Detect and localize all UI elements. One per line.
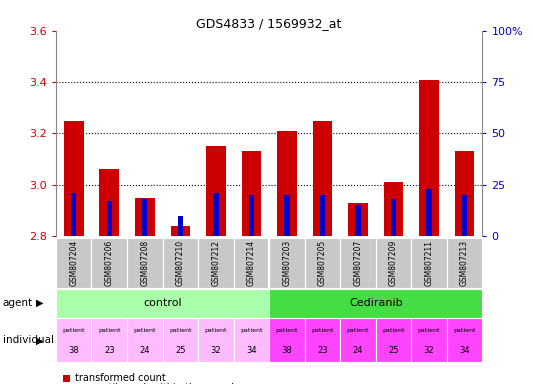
Text: GSM807211: GSM807211 [425, 240, 433, 286]
Text: patient: patient [240, 328, 263, 333]
Text: GSM807206: GSM807206 [105, 240, 114, 286]
Bar [56, 289, 269, 318]
Bar [213, 193, 219, 236]
Text: 34: 34 [459, 346, 470, 355]
Bar [56, 238, 92, 288]
Bar [269, 238, 305, 288]
Bar [64, 121, 84, 236]
Text: patient: patient [311, 328, 334, 333]
Text: patient: patient [418, 328, 440, 333]
Bar [462, 195, 467, 236]
Text: patient: patient [98, 328, 120, 333]
Text: 38: 38 [68, 346, 79, 355]
Bar [127, 238, 163, 288]
Bar [411, 318, 447, 362]
Text: 24: 24 [353, 346, 364, 355]
Bar [56, 318, 92, 362]
Bar [455, 151, 474, 236]
Text: GSM807207: GSM807207 [353, 240, 362, 286]
Bar [419, 79, 439, 236]
Bar [447, 238, 482, 288]
Bar [171, 226, 190, 236]
Bar [249, 195, 254, 236]
Text: patient: patient [62, 328, 85, 333]
Bar [340, 238, 376, 288]
Text: agent: agent [3, 298, 33, 308]
Text: patient: patient [169, 328, 191, 333]
Bar [135, 198, 155, 236]
Text: patient: patient [205, 328, 227, 333]
Text: GSM807210: GSM807210 [176, 240, 185, 286]
Text: GSM807203: GSM807203 [282, 240, 292, 286]
Bar [100, 169, 119, 236]
Text: 23: 23 [317, 346, 328, 355]
Text: GSM807208: GSM807208 [140, 240, 149, 286]
Bar [320, 195, 325, 236]
Bar [233, 318, 269, 362]
Text: GSM807205: GSM807205 [318, 240, 327, 286]
Text: 38: 38 [281, 346, 292, 355]
Bar [71, 193, 76, 236]
Text: control: control [143, 298, 182, 308]
Bar [305, 238, 340, 288]
Text: 25: 25 [388, 346, 399, 355]
Title: GDS4833 / 1569932_at: GDS4833 / 1569932_at [197, 17, 342, 30]
Text: GSM807209: GSM807209 [389, 240, 398, 286]
Bar [198, 318, 233, 362]
Text: transformed count: transformed count [75, 373, 165, 383]
Bar [376, 318, 411, 362]
Text: 24: 24 [140, 346, 150, 355]
Bar [348, 203, 368, 236]
Bar [233, 238, 269, 288]
Bar [206, 146, 225, 236]
Bar [376, 238, 411, 288]
Text: patient: patient [276, 328, 298, 333]
Bar [269, 318, 305, 362]
Bar [241, 151, 261, 236]
Bar [198, 238, 233, 288]
Bar [447, 318, 482, 362]
Bar [340, 318, 376, 362]
Text: 34: 34 [246, 346, 257, 355]
Text: patient: patient [382, 328, 405, 333]
Text: individual: individual [3, 335, 54, 346]
Bar [277, 131, 297, 236]
Bar [163, 238, 198, 288]
Bar [269, 289, 482, 318]
Bar [313, 121, 332, 236]
Text: 32: 32 [211, 346, 221, 355]
Text: percentile rank within the sample: percentile rank within the sample [75, 383, 240, 384]
Text: GSM807212: GSM807212 [212, 240, 220, 286]
Bar [384, 182, 403, 236]
Text: 32: 32 [424, 346, 434, 355]
Bar [411, 238, 447, 288]
Bar [163, 318, 198, 362]
Bar [107, 201, 112, 236]
Text: ▶: ▶ [36, 335, 44, 346]
Bar [92, 318, 127, 362]
Bar [391, 199, 396, 236]
Bar [356, 205, 361, 236]
Text: patient: patient [454, 328, 476, 333]
Bar [426, 189, 432, 236]
Bar [127, 318, 163, 362]
Text: Cediranib: Cediranib [349, 298, 402, 308]
Bar [142, 199, 148, 236]
Text: patient: patient [347, 328, 369, 333]
Text: GSM807214: GSM807214 [247, 240, 256, 286]
Text: GSM807204: GSM807204 [69, 240, 78, 286]
Bar [92, 238, 127, 288]
Bar [305, 318, 340, 362]
Text: patient: patient [134, 328, 156, 333]
Text: ▶: ▶ [36, 298, 44, 308]
Text: GSM807213: GSM807213 [460, 240, 469, 286]
Text: 23: 23 [104, 346, 115, 355]
Bar [177, 215, 183, 236]
Bar [284, 195, 289, 236]
Text: 25: 25 [175, 346, 185, 355]
